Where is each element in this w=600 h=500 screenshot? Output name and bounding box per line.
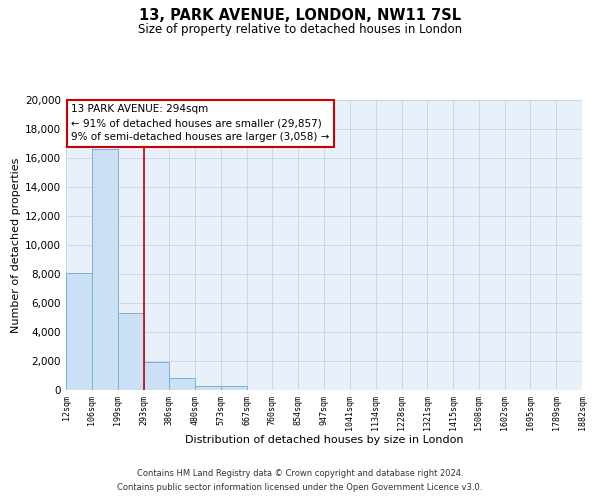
Bar <box>169 378 195 390</box>
Text: Contains HM Land Registry data © Crown copyright and database right 2024.: Contains HM Land Registry data © Crown c… <box>137 468 463 477</box>
Bar <box>118 313 143 390</box>
X-axis label: Distribution of detached houses by size in London: Distribution of detached houses by size … <box>185 436 463 446</box>
Bar <box>66 272 92 390</box>
Text: Size of property relative to detached houses in London: Size of property relative to detached ho… <box>138 22 462 36</box>
Bar <box>221 386 247 390</box>
Bar <box>92 150 118 390</box>
Text: 13, PARK AVENUE, LONDON, NW11 7SL: 13, PARK AVENUE, LONDON, NW11 7SL <box>139 8 461 22</box>
Bar <box>195 386 221 390</box>
Text: 13 PARK AVENUE: 294sqm
← 91% of detached houses are smaller (29,857)
9% of semi-: 13 PARK AVENUE: 294sqm ← 91% of detached… <box>71 104 329 142</box>
Bar <box>143 362 169 390</box>
Y-axis label: Number of detached properties: Number of detached properties <box>11 158 21 332</box>
Text: Contains public sector information licensed under the Open Government Licence v3: Contains public sector information licen… <box>118 484 482 492</box>
